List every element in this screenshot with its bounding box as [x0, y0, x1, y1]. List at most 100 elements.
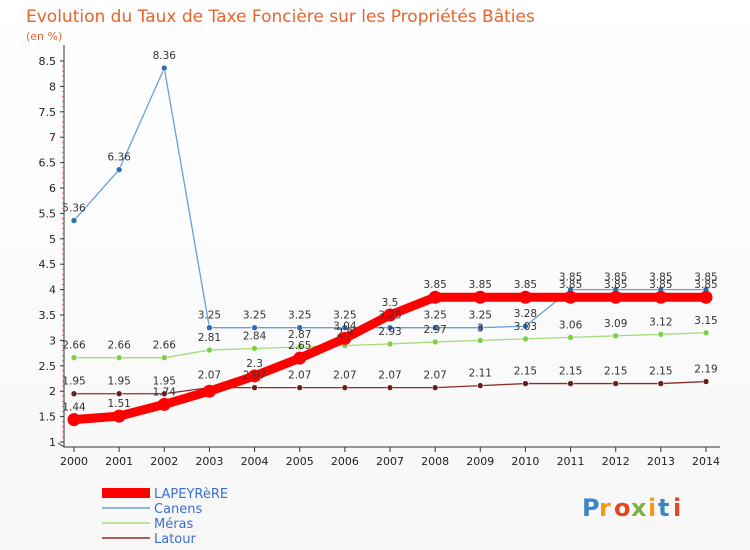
x-tick-label: 2014 [692, 455, 720, 468]
y-tick-label: 4.5 [39, 258, 57, 271]
point-canens [386, 324, 394, 332]
data-label-latour: 2.15 [559, 366, 582, 378]
y-tick-label: 2.5 [39, 360, 57, 373]
data-label-lapeyrre: 3.85 [694, 279, 717, 291]
point-latour [115, 390, 123, 398]
point-latour [160, 390, 168, 398]
point-lapeyrre [383, 308, 397, 322]
y-tick-label: 6.5 [39, 157, 57, 170]
data-label-latour: 1.95 [153, 376, 176, 388]
data-label-lapeyrre: 1.51 [107, 398, 130, 410]
point-canens [115, 166, 123, 174]
data-label-canens: 3.85 [649, 272, 672, 284]
point-lapeyrre [564, 290, 578, 304]
data-label-latour: 2.07 [243, 370, 266, 382]
data-label-latour: 1.95 [107, 376, 130, 388]
data-label-lapeyrre: 3.85 [559, 279, 582, 291]
x-tick-label: 2013 [647, 455, 675, 468]
point-mras [476, 337, 484, 344]
y-tick-label: 1 [49, 436, 56, 449]
data-label-lapeyrre: 3.5 [382, 297, 399, 309]
data-label-lapeyrre: 1.74 [153, 386, 177, 398]
data-label-canens: 3.25 [469, 310, 492, 322]
point-lapeyrre [293, 351, 307, 365]
point-lapeyrre [699, 290, 713, 304]
y-tick-label: 5 [49, 233, 56, 246]
data-label-latour: 2.15 [649, 366, 672, 378]
point-lapeyrre [654, 290, 668, 304]
data-label-canens: 3.85 [604, 272, 627, 284]
point-lapeyrre [157, 397, 171, 411]
point-canens [431, 324, 439, 332]
point-latour [251, 384, 258, 391]
data-label-mras: 2.97 [423, 324, 446, 336]
data-label-mras: 2.93 [378, 326, 401, 338]
point-latour [70, 390, 78, 398]
data-label-layer: 5.36 6.36 8.36 3.25 3.25 3.25 3.25 3.25 3.25 3.25… [62, 50, 717, 414]
data-label-mras: 2.66 [153, 340, 177, 352]
point-lapeyrre [202, 384, 216, 398]
data-label-latour: 2.19 [694, 364, 717, 376]
data-label-lapeyrre: 1.44 [62, 402, 86, 414]
y-tick-label: 8.5 [39, 55, 57, 68]
x-tick-label: 2002 [150, 455, 178, 468]
point-canens [341, 324, 349, 332]
data-label-canens: 3.85 [559, 272, 582, 284]
x-tick-label: 2005 [286, 455, 314, 468]
point-mras [657, 331, 665, 338]
data-label-canens: 3.25 [378, 310, 401, 322]
logo-letter-t: t [658, 494, 669, 522]
data-label-lapeyrre: 2.3 [246, 358, 263, 370]
point-canens [476, 324, 484, 332]
data-label-latour: 2.07 [288, 370, 311, 382]
point-lapeyrre [609, 290, 623, 304]
data-label-mras: 2.66 [107, 340, 131, 352]
point-latour [296, 384, 304, 391]
y-tick-label: 3 [49, 334, 56, 347]
point-lapeyrre [473, 290, 487, 304]
point-lapeyrre [338, 331, 352, 345]
point-mras [160, 354, 168, 361]
x-axis-ticks: 2000 2001 2002 2003 2004 2005 2006 2007 2008 2009… [60, 447, 720, 468]
point-latour [522, 380, 529, 387]
data-label-latour: 2.15 [604, 366, 627, 378]
y-tick-label: 4 [49, 284, 56, 297]
data-label-latour: 1.95 [62, 376, 85, 388]
data-label-lapeyrre: 3.85 [649, 279, 672, 291]
y-tick-label: 8 [49, 80, 56, 93]
data-label-lapeyrre: 3.85 [514, 279, 537, 291]
y-tick-label: 3.5 [39, 309, 57, 322]
logo-letter-i2: i [673, 494, 681, 522]
point-lapeyrre [518, 290, 532, 304]
point-lapeyrre [428, 290, 442, 304]
data-label-mras: 3.03 [514, 321, 537, 333]
x-tick-label: 2000 [60, 455, 88, 468]
legend-label-canens: Canens [154, 502, 203, 517]
data-label-latour: 2.07 [333, 370, 356, 382]
point-mras [567, 334, 574, 341]
axis-corner-tick [57, 442, 65, 448]
data-label-canens: 3.28 [514, 308, 537, 320]
legend-label-latour: Latour [154, 532, 196, 547]
logo-letter-x: x [631, 494, 647, 522]
data-label-lapeyrre: 3.04 [333, 320, 357, 332]
point-mras [206, 346, 213, 354]
point-mras [251, 345, 258, 352]
data-label-mras: 2.66 [62, 340, 86, 352]
point-canens [522, 322, 529, 330]
point-latour [431, 384, 439, 391]
point-latour [702, 378, 710, 385]
data-label-mras: 2.84 [243, 331, 267, 343]
point-latour [657, 380, 665, 387]
data-label-latour: 2.07 [378, 370, 401, 382]
data-label-latour: 2.11 [469, 368, 492, 380]
x-tick-label: 2003 [195, 455, 223, 468]
data-label-latour: 2.07 [198, 370, 221, 382]
x-tick-label: 2004 [241, 455, 269, 468]
point-lapeyrre [112, 409, 126, 423]
y-tick-label: 7 [49, 131, 56, 144]
legend-label-meras: Méras [154, 517, 194, 532]
data-label-lapeyrre: 3.85 [423, 279, 446, 291]
data-label-canens: 3.25 [198, 310, 221, 322]
chart-title: Evolution du Taux de Taxe Foncière sur l… [26, 7, 535, 27]
